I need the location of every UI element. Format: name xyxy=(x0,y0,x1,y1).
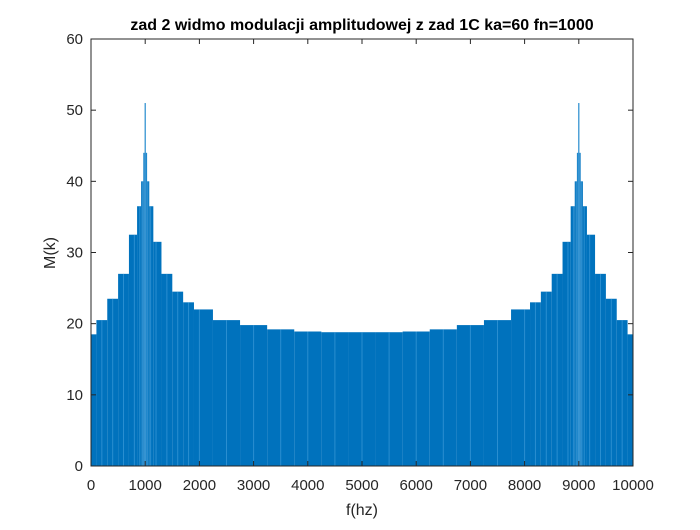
x-tick-label: 3000 xyxy=(237,477,270,494)
y-ticks: 0 10 20 30 40 50 60 xyxy=(66,31,633,475)
x-tick-label: 1000 xyxy=(129,477,162,494)
y-tick-label: 30 xyxy=(66,245,83,262)
spectrum-bar xyxy=(91,334,97,466)
y-tick-label: 10 xyxy=(66,387,83,404)
y-tick-label: 50 xyxy=(66,102,83,119)
spectrum-bar xyxy=(586,234,596,466)
x-tick-label: 2000 xyxy=(183,477,216,494)
spectrum-bar xyxy=(582,206,587,467)
x-tick-label: 5000 xyxy=(345,477,378,494)
y-tick-label: 0 xyxy=(75,458,83,475)
x-ticks: 0 1000 2000 3000 4000 5000 6000 7000 8000 9000 100… xyxy=(87,39,654,494)
x-tick-label: 10000 xyxy=(612,477,654,494)
spectrum-bar xyxy=(511,309,531,466)
spectrum-bar xyxy=(562,241,571,466)
spectrum-bar xyxy=(137,206,142,467)
x-tick-label: 6000 xyxy=(400,477,433,494)
x-tick-label: 4000 xyxy=(291,477,324,494)
spectrum-bar xyxy=(128,234,138,466)
y-axis-label: M(k) xyxy=(42,237,59,269)
y-tick-label: 40 xyxy=(66,173,83,190)
y-tick-label: 20 xyxy=(66,316,83,333)
spectrum-bar xyxy=(149,206,154,467)
spectrum-bars xyxy=(90,103,634,467)
spectrum-bar xyxy=(627,334,633,466)
spectrum-bar xyxy=(193,309,213,466)
x-tick-label: 8000 xyxy=(508,477,541,494)
y-tick-label: 60 xyxy=(66,31,83,48)
spectrum-bar xyxy=(570,206,575,467)
x-tick-label: 7000 xyxy=(454,477,487,494)
x-tick-label: 9000 xyxy=(562,477,595,494)
chart-title: zad 2 widmo modulacji amplitudowej z zad… xyxy=(130,17,593,34)
x-tick-label: 0 xyxy=(87,477,95,494)
x-axis-label: f(hz) xyxy=(346,502,378,519)
spectrum-bar xyxy=(153,241,162,466)
